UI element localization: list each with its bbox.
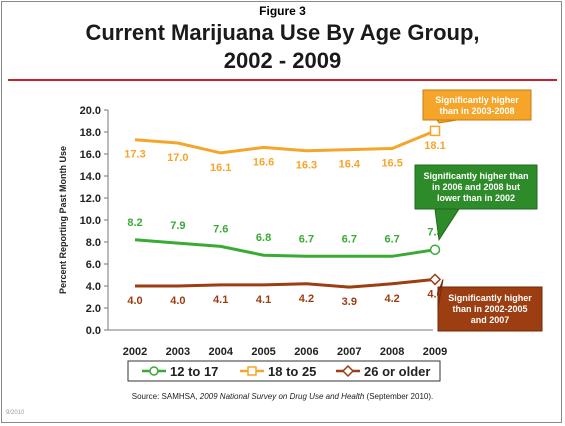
title-rule bbox=[8, 79, 557, 81]
data-label: 3.9 bbox=[342, 296, 357, 308]
y-tick-label: 0.0 bbox=[86, 325, 101, 337]
x-tick-label: 2008 bbox=[380, 346, 404, 358]
data-label: 16.3 bbox=[296, 160, 317, 172]
data-label: 6.7 bbox=[385, 233, 400, 245]
data-label: 4.1 bbox=[256, 294, 271, 306]
y-tick-label: 6.0 bbox=[86, 259, 101, 271]
x-tick-label: 2006 bbox=[294, 346, 318, 358]
data-label: 16.4 bbox=[339, 159, 361, 171]
figure-label: Figure 3 bbox=[259, 4, 306, 18]
series-line-2 bbox=[134, 129, 436, 155]
legend-marker bbox=[247, 366, 257, 376]
source-suffix: (September 2010). bbox=[364, 392, 434, 401]
series-line-1 bbox=[134, 238, 436, 258]
annotation-text: and 2007 bbox=[471, 315, 510, 325]
data-label: 4.2 bbox=[385, 293, 400, 305]
y-tick-label: 12.0 bbox=[80, 193, 101, 205]
data-label: 7.6 bbox=[213, 223, 228, 235]
y-tick-label: 4.0 bbox=[86, 281, 101, 293]
legend-label: 12 to 17 bbox=[170, 364, 218, 379]
x-tick-label: 2004 bbox=[208, 346, 233, 358]
y-tick-label: 2.0 bbox=[86, 303, 101, 315]
annotation-text: Significantly higher bbox=[435, 95, 519, 105]
series-line-3 bbox=[135, 277, 436, 289]
annotation-text: Significantly higher bbox=[448, 293, 532, 303]
annotation-text: lower than in 2002 bbox=[437, 193, 515, 203]
data-label: 6.7 bbox=[299, 233, 314, 245]
data-label: 4.0 bbox=[170, 295, 185, 307]
data-label: 17.0 bbox=[167, 152, 188, 164]
chart-title-line2: 2002 - 2009 bbox=[223, 48, 342, 73]
legend-box bbox=[127, 360, 441, 382]
y-tick-label: 16.0 bbox=[80, 149, 101, 161]
y-axis-label: Percent Reporting Past Month Use bbox=[58, 146, 68, 294]
x-tick-label: 2005 bbox=[251, 346, 275, 358]
y-tick-label: 18.0 bbox=[80, 127, 101, 139]
data-label: 7.9 bbox=[170, 220, 185, 232]
corner-note: 9/2010 bbox=[6, 410, 25, 416]
data-label: 4.1 bbox=[213, 294, 228, 306]
data-label: 16.1 bbox=[210, 162, 231, 174]
data-label: 4.2 bbox=[299, 293, 314, 305]
data-label: 8.2 bbox=[127, 217, 142, 229]
series-marker-2 bbox=[429, 125, 441, 137]
data-label: 16.6 bbox=[253, 156, 274, 168]
annotation-text: than in 2003-2008 bbox=[439, 106, 514, 116]
legend-label: 18 to 25 bbox=[268, 364, 316, 379]
x-tick-label: 2003 bbox=[166, 346, 190, 358]
source-note: Source: SAMHSA, 2009 National Survey on … bbox=[0, 392, 565, 401]
y-tick-label: 10.0 bbox=[80, 215, 101, 227]
data-label: 16.5 bbox=[381, 158, 402, 170]
annotation-box-26plus bbox=[437, 279, 543, 332]
annotation-box-12to17 bbox=[414, 164, 538, 242]
chart-title-line1: Current Marijuana Use By Age Group, bbox=[85, 20, 480, 45]
data-label: 6.7 bbox=[342, 233, 357, 245]
annotation-text: in 2006 and 2008 but bbox=[432, 182, 520, 192]
data-label: 4.0 bbox=[127, 295, 142, 307]
annotation-box-18to25 bbox=[422, 89, 532, 124]
source-title: 2009 National Survey on Drug Use and Hea… bbox=[199, 392, 365, 401]
data-label: 18.1 bbox=[424, 140, 445, 152]
annotation-text: than in 2002-2005 bbox=[452, 304, 527, 314]
data-label: 6.8 bbox=[256, 232, 271, 244]
legend-label: 26 or older bbox=[364, 364, 430, 379]
series-marker-3 bbox=[428, 273, 442, 286]
x-tick-label: 2007 bbox=[337, 346, 361, 358]
y-tick-label: 20.0 bbox=[80, 105, 101, 117]
data-label: 17.3 bbox=[124, 149, 145, 161]
series-marker-1 bbox=[429, 244, 441, 255]
annotation-text: Significantly higher than bbox=[423, 171, 528, 181]
x-tick-label: 2009 bbox=[423, 346, 447, 358]
x-tick-label: 2002 bbox=[123, 346, 147, 358]
y-tick-label: 8.0 bbox=[86, 237, 101, 249]
source-prefix: Source: SAMHSA, bbox=[131, 392, 200, 401]
y-tick-label: 14.0 bbox=[80, 171, 101, 183]
legend-marker bbox=[149, 366, 159, 376]
legend-marker bbox=[341, 364, 355, 378]
